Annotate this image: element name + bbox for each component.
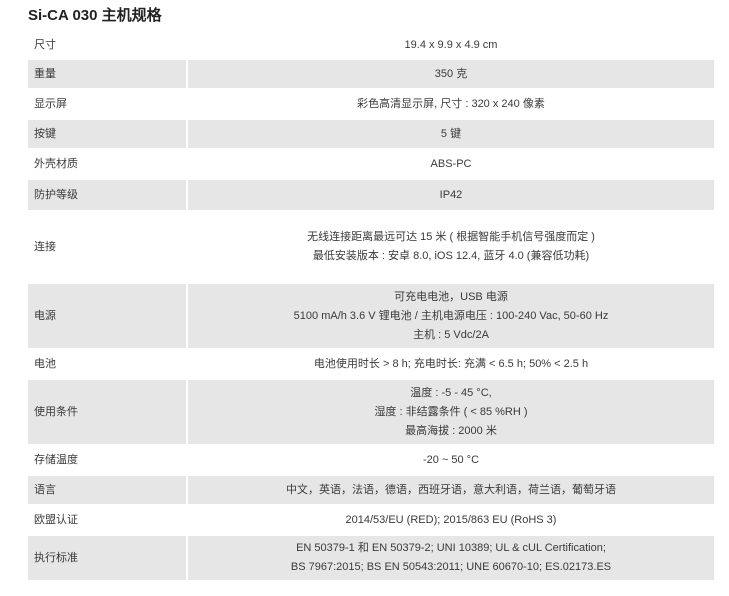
spec-label: 存储温度 — [34, 453, 78, 466]
spec-label: 欧盟认证 — [34, 513, 78, 526]
spec-row: 语言 中文，英语，法语，德语，西班牙语，意大利语，荷兰语，葡萄牙语 — [28, 476, 714, 504]
spec-value-line: IP42 — [439, 188, 463, 201]
spec-value: ABS-PC — [188, 150, 714, 178]
spec-row: 电池 电池使用时长 > 8 h; 充电时长: 充满 < 6.5 h; 50% < … — [28, 350, 714, 378]
spec-label: 外壳材质 — [34, 157, 78, 170]
spec-label: 显示屏 — [34, 97, 67, 110]
spec-value-line: 主机 : 5 Vdc/2A — [413, 328, 489, 341]
spec-label: 执行标准 — [28, 536, 186, 580]
spec-value-line: 无线连接距离最远可达 15 米 ( 根据智能手机信号强度而定 ) — [307, 231, 595, 243]
spec-value: 5 键 — [188, 120, 714, 148]
spec-value: 中文，英语，法语，德语，西班牙语，意大利语，荷兰语，葡萄牙语 — [188, 476, 714, 504]
spec-table: 尺寸 19.4 x 9.9 x 4.9 cm 重量 350 克显示屏 彩色高清显示屏, … — [28, 33, 714, 582]
spec-row: 按键 5 键 — [28, 120, 714, 148]
spec-value-line: 5 键 — [440, 127, 462, 140]
spec-value-line: ABS-PC — [430, 157, 472, 170]
spec-label: 防护等级 — [28, 180, 186, 210]
spec-value: EN 50379-1 和 EN 50379-2; UNI 10389; UL &… — [188, 536, 714, 580]
spec-value: 电池使用时长 > 8 h; 充电时长: 充满 < 6.5 h; 50% < 2.… — [188, 350, 714, 378]
spec-label: 使用条件 — [28, 380, 186, 444]
spec-value-line: BS 7967:2015; BS EN 50543:2011; UNE 6067… — [290, 561, 612, 573]
spec-value-line: -20 ~ 50 °C — [422, 453, 480, 466]
spec-row: 尺寸 19.4 x 9.9 x 4.9 cm — [28, 33, 714, 58]
spec-row: 执行标准 EN 50379-1 和 EN 50379-2; UNI 10389; … — [28, 536, 714, 580]
spec-row: 欧盟认证 2014/53/EU (RED); 2015/863 EU (RoHS … — [28, 506, 714, 534]
spec-row: 存储温度 -20 ~ 50 °C — [28, 446, 714, 474]
spec-value-line: 350 克 — [434, 67, 468, 80]
spec-value: 可充电电池，USB 电源 5100 mA/h 3.6 V 锂电池 / 主机电源电压… — [188, 284, 714, 348]
spec-value-line: EN 50379-1 和 EN 50379-2; UNI 10389; UL &… — [296, 542, 606, 554]
spec-value-line: 电池使用时长 > 8 h; 充电时长: 充满 < 6.5 h; 50% < 2.… — [313, 357, 589, 370]
spec-value: 19.4 x 9.9 x 4.9 cm — [188, 33, 714, 58]
spec-row: 显示屏 彩色高清显示屏, 尺寸 : 320 x 240 像素 — [28, 90, 714, 118]
spec-row: 电源 可充电电池，USB 电源 5100 mA/h 3.6 V 锂电池 / 主机电源… — [28, 284, 714, 348]
spec-value: 温度 : -5 - 45 °C, 湿度 : 非结露条件 ( < 85 %RH ) 最… — [188, 380, 714, 444]
spec-label: 尺寸 — [34, 39, 56, 51]
spec-label: 电池 — [34, 357, 56, 370]
spec-value-line: 5100 mA/h 3.6 V 锂电池 / 主机电源电压 : 100-240 V… — [293, 309, 609, 322]
spec-value-line: 中文，英语，法语，德语，西班牙语，意大利语，荷兰语，葡萄牙语 — [286, 483, 616, 496]
spec-value-line: 2014/53/EU (RED); 2015/863 EU (RoHS 3) — [345, 513, 557, 526]
spec-value-line: 最高海拔 : 2000 米 — [405, 424, 497, 437]
spec-row: 防护等级 IP42 — [28, 180, 714, 210]
page-title: Si-CA 030 主机规格 — [28, 7, 162, 24]
spec-row: 外壳材质 ABS-PC — [28, 150, 714, 178]
spec-label: 重量 — [28, 60, 186, 88]
spec-value-line: 温度 : -5 - 45 °C, — [410, 386, 492, 399]
spec-value: 2014/53/EU (RED); 2015/863 EU (RoHS 3) — [188, 506, 714, 534]
spec-value-line: 彩色高清显示屏, 尺寸 : 320 x 240 像素 — [357, 97, 545, 110]
spec-value: IP42 — [188, 180, 714, 210]
spec-value-line: 19.4 x 9.9 x 4.9 cm — [404, 39, 498, 51]
spec-value-line: 最低安装版本 : 安卓 8.0, iOS 12.4, 蓝牙 4.0 (兼容低功耗… — [312, 250, 590, 262]
spec-value: 无线连接距离最远可达 15 米 ( 根据智能手机信号强度而定 ) 最低安装版本 :… — [188, 212, 714, 282]
spec-label: 电源 — [28, 284, 186, 348]
spec-row: 使用条件 温度 : -5 - 45 °C, 湿度 : 非结露条件 ( < 85 %R… — [28, 380, 714, 444]
spec-value-line: 可充电电池，USB 电源 — [394, 290, 508, 303]
spec-value: 350 克 — [188, 60, 714, 88]
spec-row: 连接 无线连接距离最远可达 15 米 ( 根据智能手机信号强度而定 ) 最低安装版本… — [28, 212, 714, 282]
spec-row: 重量 350 克 — [28, 60, 714, 88]
spec-label: 按键 — [28, 120, 186, 148]
spec-value-line: 湿度 : 非结露条件 ( < 85 %RH ) — [374, 405, 528, 418]
spec-label: 语言 — [28, 476, 186, 504]
spec-label: 连接 — [34, 240, 56, 253]
spec-value: -20 ~ 50 °C — [188, 446, 714, 474]
spec-value: 彩色高清显示屏, 尺寸 : 320 x 240 像素 — [188, 90, 714, 118]
